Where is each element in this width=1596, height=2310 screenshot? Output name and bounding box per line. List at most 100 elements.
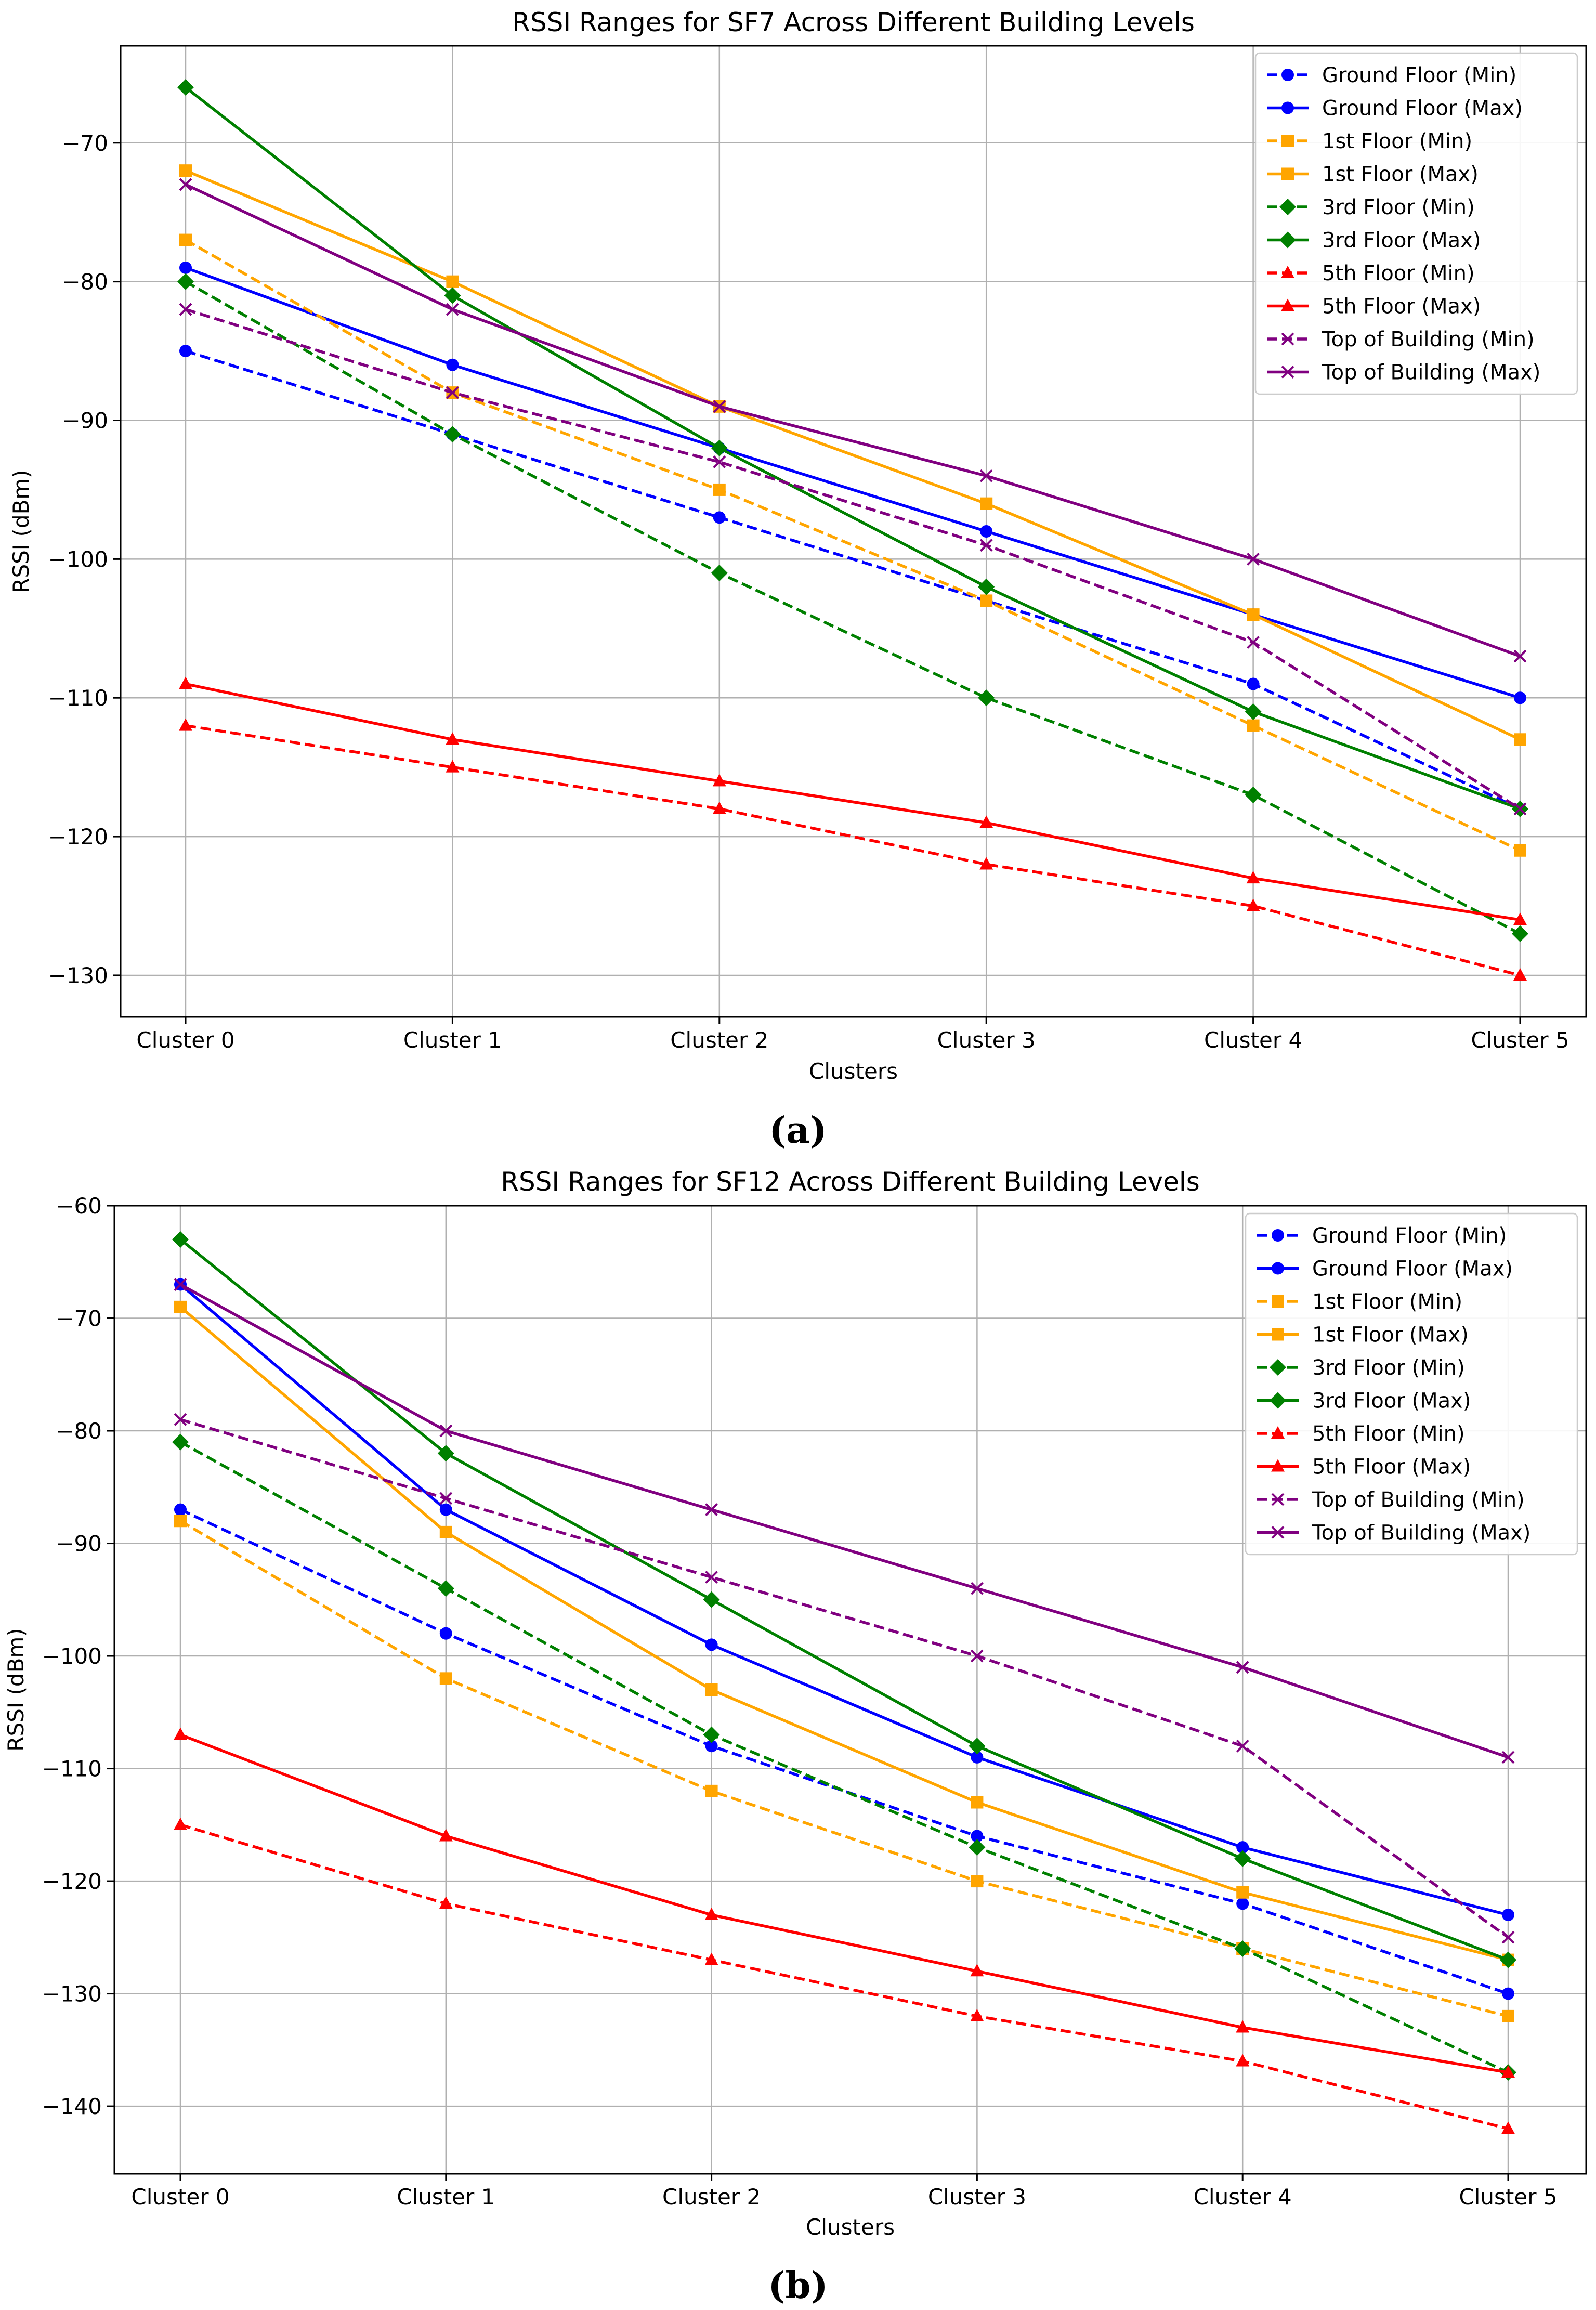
y-tick-label: −130 [42, 1981, 102, 2007]
data-point-3rd-floor-min [703, 1726, 720, 1743]
legend-label-1st-floor-max: 1st Floor (Max) [1312, 1323, 1469, 1347]
data-point-5th-floor-max [446, 732, 460, 745]
legend-marker-1st-floor-max [1272, 1328, 1284, 1341]
data-point-5th-floor-max [439, 1829, 453, 1842]
legend: Ground Floor (Min) Ground Floor (Max) 1st … [1245, 1212, 1578, 1556]
data-point-5th-floor-max [1501, 2065, 1515, 2078]
x-tick-label: Cluster 1 [403, 1027, 502, 1053]
legend-label-3rd-floor-max: 3rd Floor (Max) [1312, 1389, 1471, 1413]
y-tick-label: −70 [56, 1306, 102, 1332]
data-point-5th-floor-max [1513, 912, 1527, 925]
y-tick-label: −80 [62, 269, 108, 295]
data-point-top-of-building-min [439, 1492, 453, 1505]
data-point-3rd-floor-min [437, 1580, 454, 1597]
data-point-3rd-floor-max [969, 1738, 986, 1755]
data-point-top-of-building-max [979, 469, 993, 482]
data-point-3rd-floor-max [1234, 1850, 1251, 1867]
legend-label-3rd-floor-min: 3rd Floor (Min) [1322, 195, 1475, 219]
data-point-3rd-floor-min [444, 426, 461, 443]
data-point-1st-floor-max [971, 1796, 984, 1809]
data-point-ground-floor-min [1247, 677, 1260, 690]
data-point-ground-floor-max [1514, 691, 1526, 704]
y-tick-label: −90 [56, 1531, 102, 1557]
data-point-5th-floor-max [970, 1964, 984, 1977]
plot-frame [113, 1205, 1587, 2175]
data-point-3rd-floor-max [444, 287, 461, 304]
legend-label-ground-floor-max: Ground Floor (Max) [1312, 1257, 1513, 1281]
legend-marker-1st-floor-min [1281, 135, 1294, 147]
series-line-1st-floor-min [185, 239, 1521, 852]
data-point-3rd-floor-min [1512, 925, 1528, 942]
legend-label-5th-floor-min: 5th Floor (Min) [1312, 1422, 1465, 1446]
data-point-5th-floor-max [979, 815, 993, 828]
x-tick-label: Cluster 2 [670, 1027, 768, 1053]
y-axis-label: RSSI (dBm) [3, 1628, 29, 1751]
data-point-top-of-building-min [179, 303, 192, 316]
y-tick-label: −130 [48, 963, 108, 988]
data-point-1st-floor-min [980, 594, 993, 607]
y-tick-label: −110 [48, 685, 108, 711]
y-tick-label: −100 [48, 546, 108, 572]
series-line-top-of-building-max [179, 1283, 1509, 1759]
series-line-1st-floor-max [179, 1306, 1509, 1962]
legend-label-1st-floor-min: 1st Floor (Min) [1312, 1290, 1462, 1314]
data-point-5th-floor-min [446, 760, 460, 773]
series-line-5th-floor-min [180, 1823, 1509, 2131]
data-point-top-of-building-min [970, 1649, 984, 1663]
data-point-3rd-floor-max [172, 1231, 189, 1248]
data-point-1st-floor-max [1236, 1886, 1249, 1899]
data-point-ground-floor-max [446, 358, 459, 371]
legend-marker-5th-floor-min [1281, 266, 1294, 278]
y-tick-label: −100 [42, 1643, 102, 1669]
plot-frame [120, 45, 1587, 1018]
legend-label-ground-floor-min: Ground Floor (Min) [1322, 63, 1516, 87]
legend-marker-ground-floor-max [1272, 1262, 1284, 1275]
data-point-5th-floor-max [704, 1908, 718, 1921]
series-line-3rd-floor-max [185, 86, 1521, 811]
series-line-ground-floor-min [185, 349, 1521, 811]
x-tick-label: Cluster 3 [937, 1027, 1036, 1053]
legend-label-top-of-building-max: Top of Building (Max) [1322, 361, 1540, 385]
data-point-1st-floor-max [980, 497, 993, 510]
data-point-3rd-floor-max [1500, 1951, 1516, 1968]
legend-marker-3rd-floor-min [1270, 1359, 1286, 1376]
legend-label-5th-floor-min: 5th Floor (Min) [1322, 262, 1475, 285]
data-point-3rd-floor-max [978, 578, 995, 595]
series-line-ground-floor-min [179, 1508, 1509, 1995]
legend-label-5th-floor-max: 5th Floor (Max) [1322, 295, 1481, 319]
x-axis-label: Clusters [809, 1059, 898, 1084]
x-axis-label: Clusters [806, 2214, 895, 2240]
panel-label-b: (b) [768, 2264, 828, 2307]
y-tick-label: −70 [62, 130, 108, 156]
x-tick-label: Cluster 5 [1459, 2184, 1557, 2210]
legend-label-5th-floor-max: 5th Floor (Max) [1312, 1455, 1471, 1479]
y-tick-label: −120 [48, 824, 108, 850]
data-point-ground-floor-min [439, 1627, 452, 1640]
y-tick-label: −120 [42, 1869, 102, 1894]
x-tick-label: Cluster 4 [1204, 1027, 1302, 1053]
y-tick-label: −110 [42, 1756, 102, 1782]
legend-marker-1st-floor-min [1272, 1295, 1284, 1308]
legend-box [1245, 1212, 1578, 1556]
data-point-5th-floor-min [1236, 2054, 1250, 2067]
panel-label-a: (a) [769, 1108, 827, 1152]
series-line-5th-floor-max [180, 1733, 1509, 2074]
data-point-3rd-floor-min [177, 273, 194, 290]
y-tick-label: −90 [62, 408, 108, 434]
data-point-ground-floor-max [980, 525, 993, 538]
data-point-3rd-floor-max [703, 1591, 720, 1608]
data-point-top-of-building-min [1513, 802, 1527, 816]
x-tick-label: Cluster 4 [1194, 2184, 1292, 2210]
data-point-ground-floor-max [179, 261, 192, 274]
data-point-ground-floor-min [179, 345, 192, 358]
data-point-top-of-building-min [174, 1413, 187, 1426]
legend-label-ground-floor-max: Ground Floor (Max) [1322, 97, 1523, 121]
series-line-3rd-floor-min [185, 280, 1521, 935]
data-point-1st-floor-max [174, 1300, 187, 1313]
data-point-5th-floor-min [1246, 898, 1260, 911]
data-point-1st-floor-min [1502, 2009, 1514, 2022]
series-line-top-of-building-min [185, 308, 1521, 811]
chart-title: RSSI Ranges for SF7 Across Different Bui… [512, 7, 1195, 37]
data-point-1st-floor-max [1247, 608, 1260, 621]
data-point-5th-floor-min [439, 1896, 453, 1909]
